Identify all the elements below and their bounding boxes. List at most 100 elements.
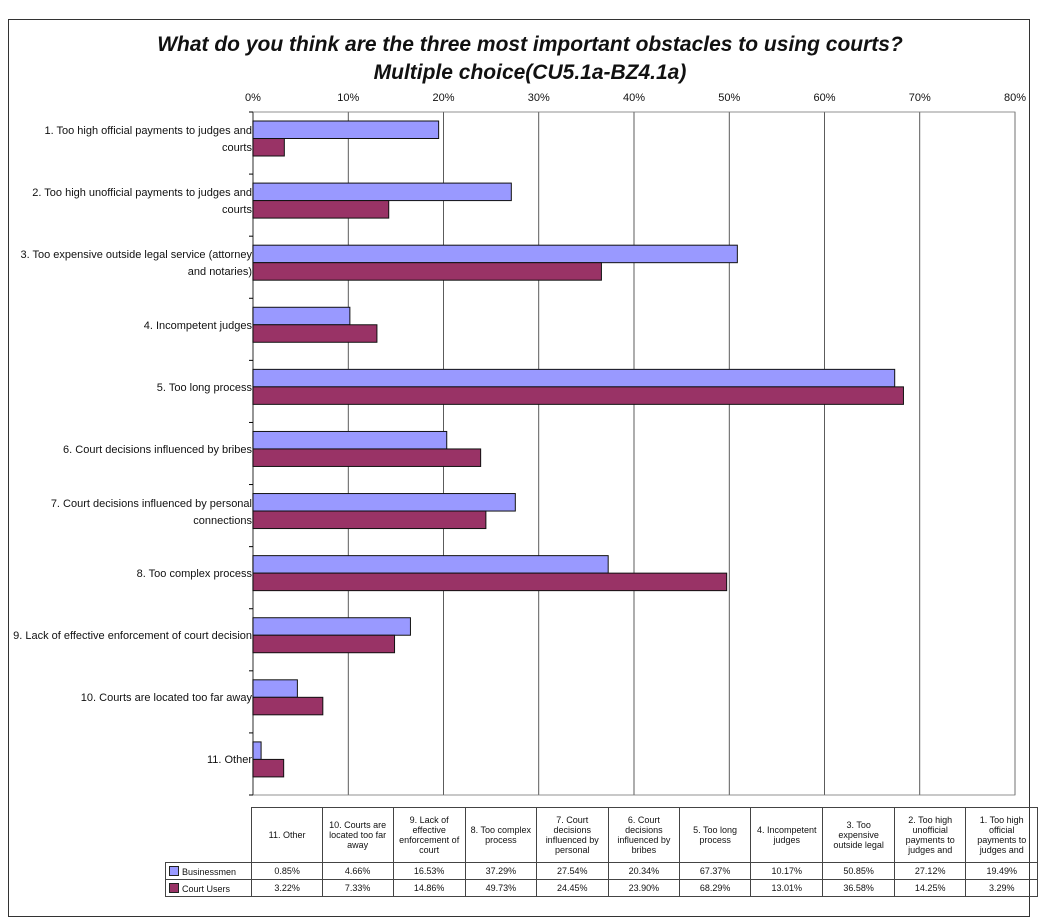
category-label: 10. Courts are located too far away: [80, 692, 252, 705]
x-tick-label: 0%: [245, 92, 261, 104]
data-table-cell: 37.29%: [464, 862, 537, 880]
bar-court-users: [252, 634, 396, 654]
data-table-header-text: 11. Other: [268, 830, 306, 840]
legend-businessmen: Businessmen: [164, 862, 253, 880]
bar-court-users: [252, 138, 285, 157]
data-table-header-cell: 10. Courts are located too far away: [321, 807, 394, 863]
bar-court-users: [252, 324, 378, 343]
bar-court-users: [252, 758, 285, 778]
bar-court-users: [252, 386, 904, 405]
chart-frame: [8, 19, 1030, 917]
data-table-header-cell: 8. Too complex process: [464, 807, 537, 863]
legend-label-court-users: Court Users: [182, 883, 231, 894]
bar-businessmen: [252, 493, 516, 512]
data-table-cell: 3.29%: [965, 879, 1038, 897]
bar-businessmen: [252, 555, 609, 574]
bar-businessmen: [252, 182, 512, 202]
bar-court-users: [252, 696, 324, 716]
data-table-cell: 4.66%: [321, 862, 394, 880]
x-axis-ticks: 0% 10% 20% 30% 40% 50% 60% 70% 80%: [245, 92, 1026, 104]
data-table-cell: 7.33%: [321, 879, 394, 897]
category-label: 6. Court decisions influenced by bribes: [63, 444, 252, 456]
data-table-header-text: 10. Courts are located too far away: [329, 820, 387, 850]
category-label: 5. Too long process: [156, 381, 252, 394]
category-label: 9. Lack of effective enforcement of cour…: [13, 630, 252, 643]
data-table-cell: 23.90%: [607, 879, 681, 897]
data-table: 11. Other 10. Courts are located too far …: [164, 807, 1038, 897]
bar-businessmen: [252, 306, 351, 326]
bar-court-users: [252, 200, 390, 219]
bar-businessmen: [252, 617, 411, 636]
data-table-header-text: 4. Incompetent judges: [756, 825, 817, 845]
data-table-header-cell: 11. Other: [251, 807, 323, 863]
data-table-row: Businessmen 0.85% 4.66% 16.53% 37.29% 27.54%…: [164, 862, 1038, 880]
data-table-header-cell: 6. Court decisions influenced by bribes: [607, 807, 681, 863]
x-tick-label: 60%: [813, 92, 835, 104]
data-table-header-cell: 9. Lack of effective enforcement of cour…: [392, 807, 466, 863]
data-table-header-text: 8. Too complex process: [470, 825, 532, 845]
category-label: 3. Too expensive outside legal service (…: [20, 249, 252, 279]
bar-businessmen: [252, 368, 896, 388]
data-table-cell: 67.37%: [679, 862, 752, 880]
data-table-header-text: 6. Court decisions influenced by bribes: [617, 815, 671, 855]
data-table-header-cell: 7. Court decisions influenced by persona…: [535, 807, 609, 863]
bar-court-users: [252, 572, 728, 592]
legend-court-users: Court Users: [164, 879, 253, 897]
data-table-cell: 0.85%: [251, 862, 323, 880]
category-label: 2. Too high unofficial payments to judge…: [32, 187, 252, 217]
category-label: 4. Incompetent judges: [143, 319, 252, 332]
bar-businessmen: [252, 120, 440, 139]
bar-businessmen: [252, 679, 298, 698]
data-table-corner: [166, 808, 252, 863]
data-table-cell: 14.86%: [392, 879, 466, 897]
bar-businessmen: [252, 741, 262, 760]
data-table-header-cell: 3. Too expensive outside legal: [822, 807, 895, 863]
x-tick-label: 80%: [1004, 92, 1026, 104]
data-table-header-cell: 4. Incompetent judges: [750, 807, 824, 863]
data-table-cell: 14.25%: [893, 879, 967, 897]
data-table-header-text: 2. Too high unofficial payments to judge…: [905, 815, 955, 855]
x-tick-label: 10%: [337, 92, 359, 104]
bar-court-users: [252, 510, 487, 530]
data-table-header-row: 11. Other 10. Courts are located too far …: [166, 807, 1038, 863]
bar-businessmen: [252, 244, 738, 264]
data-table-cell: 13.01%: [750, 879, 824, 897]
bars: [252, 120, 904, 778]
x-tick-label: 70%: [909, 92, 931, 104]
data-table-cell: 3.22%: [251, 879, 323, 897]
category-label: 8. Too complex process: [136, 568, 252, 581]
data-table-header-cell: 2. Too high unofficial payments to judge…: [893, 807, 967, 863]
legend-swatch-businessmen: [169, 865, 179, 876]
data-table-cell: 49.73%: [464, 879, 537, 897]
data-table-row: Court Users 3.22% 7.33% 14.86% 49.73% 24.45%…: [164, 879, 1038, 897]
data-table-cell: 27.12%: [893, 862, 967, 880]
data-table-header-text: 1. Too high official payments to judges …: [977, 815, 1027, 855]
data-table-cell: 16.53%: [392, 862, 466, 880]
category-label: 7. Court decisions influenced by persona…: [50, 497, 252, 527]
x-tick-label: 50%: [718, 92, 740, 104]
data-table-header-text: 9. Lack of effective enforcement of cour…: [399, 815, 460, 855]
data-table-header-text: 3. Too expensive outside legal: [833, 820, 884, 850]
legend-swatch-court-users: [169, 882, 179, 893]
data-table-header-cell: 5. Too long process: [679, 807, 752, 863]
data-table-cell: 36.58%: [822, 879, 895, 897]
bar-court-users: [252, 448, 482, 467]
data-table-header-text: 7. Court decisions influenced by persona…: [545, 815, 599, 855]
data-table-cell: 68.29%: [679, 879, 752, 897]
legend-label-businessmen: Businessmen: [182, 866, 237, 877]
data-table-header-cell: 1. Too high official payments to judges …: [965, 807, 1038, 863]
x-tick-label: 30%: [528, 92, 550, 104]
category-label: 1. Too high official payments to judges …: [44, 125, 252, 155]
bar-court-users: [252, 262, 602, 281]
data-table-cell: 10.17%: [750, 862, 824, 880]
x-tick-label: 20%: [432, 92, 454, 104]
data-table-cell: 20.34%: [607, 862, 681, 880]
x-tick-label: 40%: [623, 92, 645, 104]
data-table-header-text: 5. Too long process: [693, 825, 738, 845]
chart-title: What do you think are the three most imp…: [157, 33, 903, 84]
data-table-cell: 19.49%: [965, 862, 1038, 880]
data-table-cell: 50.85%: [822, 862, 895, 880]
data-table-cell: 27.54%: [535, 862, 609, 880]
category-label: 11. Other: [206, 754, 252, 767]
